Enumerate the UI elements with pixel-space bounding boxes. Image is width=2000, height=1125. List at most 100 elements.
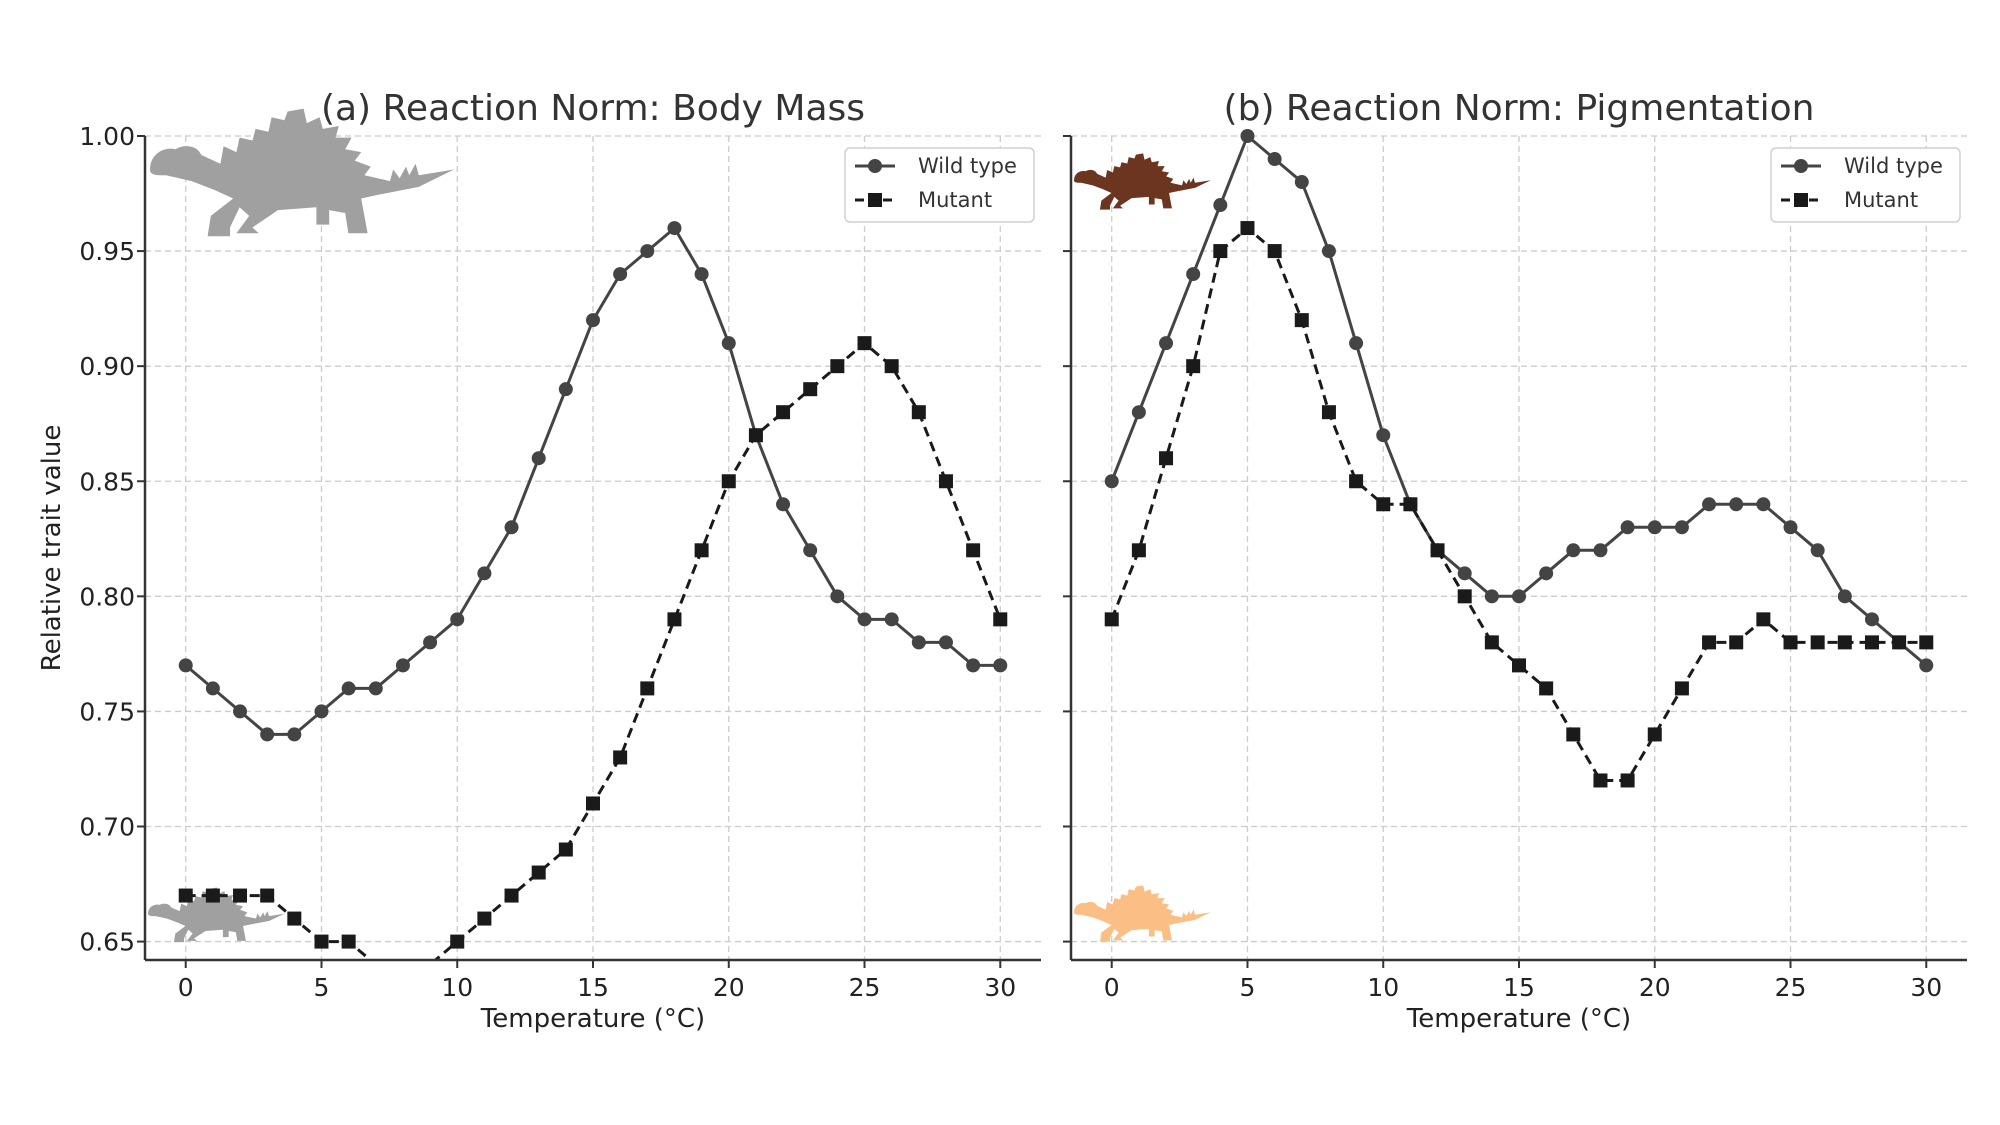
- mutant-point: [287, 911, 302, 926]
- stegosaurus-icon-brown: [1074, 153, 1211, 210]
- panel-b-title: (b) Reaction Norm: Pigmentation: [1224, 88, 1815, 129]
- panel-a-title: (a) Reaction Norm: Body Mass: [321, 88, 865, 129]
- wild-type-point: [1186, 267, 1201, 282]
- x-tick-label: 5: [1240, 973, 1256, 1002]
- mutant-point: [1512, 658, 1526, 673]
- mutant-point: [1647, 727, 1662, 742]
- wild-type-point: [640, 244, 655, 259]
- mutant-point: [830, 359, 845, 374]
- mutant-point: [1756, 612, 1771, 627]
- mutant-point: [911, 405, 926, 420]
- wild-type-point: [1512, 589, 1526, 604]
- panel-b-series: [1104, 129, 1934, 788]
- wild-type-point: [1104, 474, 1119, 489]
- wild-type-point: [1837, 589, 1852, 604]
- wild-type-point: [966, 658, 981, 673]
- mutant-point: [1104, 612, 1119, 627]
- x-tick-label: 25: [849, 973, 881, 1002]
- wild-type-point: [1864, 612, 1879, 627]
- wild-type-point: [776, 497, 791, 512]
- mutant-point: [1159, 451, 1174, 466]
- wild-type-point: [314, 704, 329, 719]
- wild-type-point: [504, 520, 519, 535]
- mutant-point: [341, 934, 356, 949]
- wild-type-point: [368, 681, 383, 696]
- mutant-point: [558, 842, 573, 857]
- panel-b-legend: Wild type Mutant: [1770, 147, 1961, 223]
- mutant-point: [1131, 543, 1146, 558]
- x-tick-label: 30: [1910, 973, 1942, 1002]
- mutant-point: [938, 474, 953, 489]
- mutant-point: [1620, 773, 1635, 788]
- mutant-point: [477, 911, 492, 926]
- wild-type-point: [1729, 497, 1744, 512]
- mutant-point: [586, 796, 600, 811]
- wild-type-point: [178, 658, 193, 673]
- panel-a-axes: 0 5 10 15 20 25 30 0.65 0.70 0.75 0.80 0.85 0.90 0.95…: [79, 122, 1041, 1002]
- wild-type-point: [803, 543, 818, 558]
- panel-a-grid: [145, 135, 1041, 960]
- wild-type-point: [857, 612, 872, 627]
- x-tick-label: 0: [1104, 973, 1120, 1002]
- wild-type-point: [1674, 520, 1689, 535]
- wild-type-point: [423, 635, 438, 650]
- y-tick-label: 0.75: [79, 697, 135, 726]
- wild-type-point: [1539, 566, 1554, 581]
- wild-type-point: [1647, 520, 1662, 535]
- mutant-point: [1484, 635, 1499, 650]
- x-tick-label: 30: [984, 973, 1016, 1002]
- wild-type-point: [1593, 543, 1608, 558]
- mutant-point: [1837, 635, 1852, 650]
- mutant-point: [748, 428, 763, 443]
- legend-mutant-marker: [1794, 193, 1808, 207]
- legend-mutant-marker: [868, 193, 882, 207]
- mutant-point: [450, 934, 465, 949]
- wild-type-point: [341, 681, 356, 696]
- y-tick-label: 0.95: [79, 237, 135, 266]
- wild-type-point: [1321, 244, 1336, 259]
- mutant-point: [1294, 313, 1309, 328]
- wild-type-point: [1294, 175, 1309, 190]
- mutant-point: [1321, 405, 1336, 420]
- mutant-point: [1674, 681, 1689, 696]
- wild-type-point: [233, 704, 248, 719]
- wild-type-point: [1702, 497, 1717, 512]
- x-tick-label: 15: [577, 973, 609, 1002]
- wild-type-point: [1620, 520, 1635, 535]
- x-tick-label: 10: [1367, 973, 1399, 1002]
- wild-type-point: [287, 727, 302, 742]
- mutant-point: [1186, 359, 1201, 374]
- wild-type-point: [531, 451, 546, 466]
- wild-type-point: [1810, 543, 1825, 558]
- wild-type-point: [395, 658, 410, 673]
- panel-b-axes: 0 5 10 15 20 25 30: [1063, 135, 1967, 1002]
- x-tick-label: 0: [178, 973, 194, 1002]
- mutant-point: [857, 336, 872, 351]
- wild-type-point: [477, 566, 492, 581]
- mutant-point: [1349, 474, 1364, 489]
- wild-type-point: [1267, 152, 1282, 167]
- mutant-point: [260, 888, 275, 903]
- mutant-point: [1457, 589, 1472, 604]
- wild-type-point: [1213, 198, 1228, 213]
- wild-type-point: [586, 313, 600, 328]
- mutant-point: [1403, 497, 1418, 512]
- wild-type-point: [1484, 589, 1499, 604]
- wild-type-point: [1376, 428, 1391, 443]
- mutant-point: [1729, 635, 1744, 650]
- panel-a-legend: Wild type Mutant: [844, 147, 1035, 223]
- legend-wild-type-label: Wild type: [918, 154, 1017, 178]
- wild-type-point: [260, 727, 275, 742]
- y-tick-label: 1.00: [79, 122, 135, 151]
- mutant-point: [1702, 635, 1717, 650]
- mutant-point: [613, 750, 628, 765]
- mutant-point: [803, 382, 818, 397]
- panel-a-series: [178, 221, 1008, 960]
- mutant-point: [314, 934, 329, 949]
- mutant-point: [1810, 635, 1825, 650]
- wild-type-point: [1783, 520, 1798, 535]
- wild-type-point: [667, 221, 682, 236]
- legend-wild-type-marker: [1794, 159, 1808, 173]
- wild-type-point: [1349, 336, 1364, 351]
